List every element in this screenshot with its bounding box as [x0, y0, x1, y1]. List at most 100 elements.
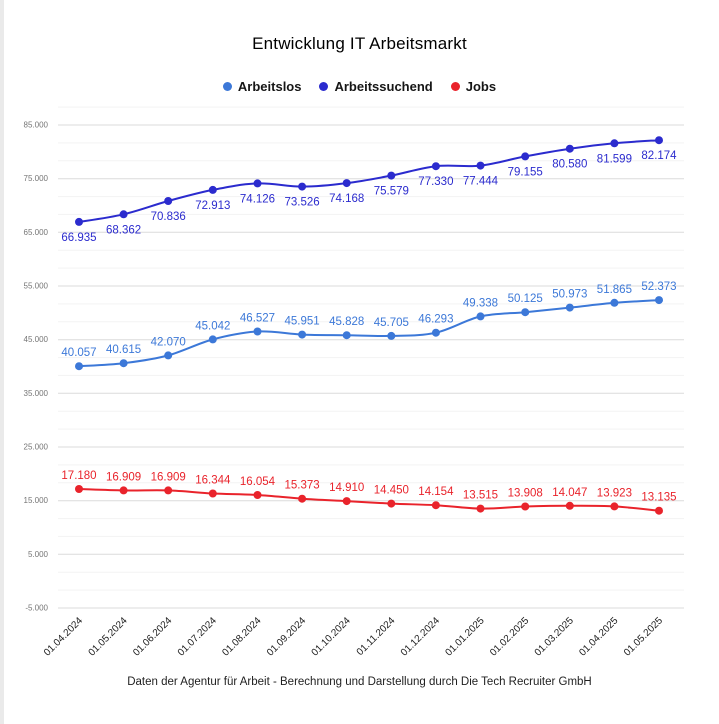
data-label-arbeitssuchend: 77.444	[463, 176, 499, 188]
data-point-arbeitslos[interactable]	[610, 298, 619, 307]
x-tick-label: 01.09.2024	[265, 615, 308, 658]
series-arbeitslos: 40.057 40.615 42.070 45.042 46.527 45.951 45.8…	[61, 281, 677, 371]
data-point-arbeitssuchend[interactable]	[431, 162, 440, 171]
data-label-arbeitssuchend: 74.168	[329, 193, 364, 205]
data-point-arbeitssuchend[interactable]	[476, 161, 485, 170]
data-label-arbeitslos: 52.373	[641, 281, 676, 293]
legend-label: Arbeitslos	[237, 79, 302, 94]
data-point-arbeitslos[interactable]	[521, 308, 530, 317]
legend-item-arbeitslos[interactable]: Arbeitslos	[222, 79, 302, 94]
data-label-arbeitslos: 49.338	[463, 297, 498, 309]
data-label-arbeitslos: 45.042	[195, 320, 230, 332]
data-point-jobs[interactable]	[75, 485, 83, 493]
x-tick-label: 01.05.2025	[622, 615, 665, 658]
x-tick-label: 01.07.2024	[176, 615, 219, 658]
data-label-arbeitslos: 45.951	[285, 316, 320, 328]
y-tick-label: 15.000	[24, 496, 49, 505]
x-tick-label: 01.04.2024	[42, 615, 85, 658]
x-tick-label: 01.02.2025	[488, 615, 531, 658]
data-point-arbeitslos[interactable]	[476, 312, 485, 321]
y-tick-label: -5.000	[25, 604, 48, 613]
data-label-arbeitssuchend: 74.126	[240, 193, 275, 205]
y-tick-label: 85.000	[24, 121, 49, 130]
data-label-jobs: 13.135	[641, 492, 676, 504]
data-point-arbeitssuchend[interactable]	[208, 185, 217, 194]
data-label-arbeitssuchend: 82.174	[641, 150, 677, 162]
y-tick-label: 75.000	[24, 174, 49, 183]
data-point-arbeitssuchend[interactable]	[253, 179, 262, 188]
data-label-arbeitslos: 46.293	[418, 314, 453, 326]
data-label-arbeitslos: 40.057	[61, 347, 96, 359]
x-tick-label: 01.11.2024	[355, 615, 398, 658]
data-label-jobs: 14.450	[374, 485, 409, 497]
data-point-arbeitslos[interactable]	[342, 331, 351, 340]
legend-label: Arbeitssuchend	[334, 79, 433, 94]
data-point-arbeitssuchend[interactable]	[75, 217, 83, 226]
x-tick-label: 01.08.2024	[220, 615, 263, 658]
data-point-arbeitssuchend[interactable]	[655, 136, 663, 145]
data-label-arbeitssuchend: 75.579	[374, 186, 409, 198]
x-tick-label: 01.10.2024	[310, 615, 353, 658]
legend-dot-icon	[450, 82, 460, 91]
data-point-arbeitslos[interactable]	[565, 303, 574, 312]
y-tick-label: 55.000	[24, 282, 49, 291]
data-point-arbeitssuchend[interactable]	[119, 210, 128, 219]
legend-item-arbeitssuchend[interactable]: Arbeitssuchend	[319, 79, 433, 94]
data-point-arbeitssuchend[interactable]	[164, 197, 173, 205]
data-label-jobs: 13.515	[463, 490, 498, 502]
data-label-arbeitssuchend: 80.580	[552, 159, 587, 171]
data-point-jobs[interactable]	[387, 499, 396, 508]
x-tick-label: 01.01.2025	[443, 615, 486, 658]
data-point-arbeitslos[interactable]	[253, 327, 262, 336]
x-tick-label: 01.04.2025	[577, 615, 620, 658]
data-point-arbeitslos[interactable]	[208, 335, 217, 344]
data-point-jobs[interactable]	[610, 502, 619, 511]
data-point-arbeitslos[interactable]	[75, 362, 83, 371]
legend-item-jobs[interactable]: Jobs	[450, 79, 496, 94]
data-point-arbeitslos[interactable]	[655, 296, 663, 305]
data-point-arbeitssuchend[interactable]	[387, 171, 396, 180]
data-label-jobs: 14.154	[418, 486, 454, 498]
data-point-arbeitssuchend[interactable]	[342, 179, 351, 188]
data-label-arbeitslos: 40.615	[106, 344, 141, 356]
data-point-arbeitssuchend[interactable]	[298, 182, 307, 191]
data-label-jobs: 14.047	[552, 487, 587, 499]
data-point-jobs[interactable]	[565, 501, 574, 510]
y-tick-label: 45.000	[24, 335, 49, 344]
data-point-arbeitslos[interactable]	[164, 351, 173, 360]
data-point-jobs[interactable]	[208, 489, 217, 498]
data-point-jobs[interactable]	[431, 501, 440, 510]
data-label-jobs: 14.910	[329, 482, 364, 494]
data-label-jobs: 13.908	[508, 488, 543, 500]
data-point-jobs[interactable]	[476, 504, 485, 513]
data-label-arbeitslos: 42.070	[151, 336, 186, 348]
data-point-arbeitslos[interactable]	[387, 331, 396, 340]
data-point-jobs[interactable]	[298, 494, 307, 503]
data-point-arbeitssuchend[interactable]	[521, 152, 530, 161]
data-point-jobs[interactable]	[521, 502, 530, 511]
data-label-arbeitslos: 45.828	[329, 316, 364, 328]
data-label-arbeitssuchend: 81.599	[597, 153, 632, 165]
data-point-jobs[interactable]	[342, 497, 351, 506]
data-point-jobs[interactable]	[655, 506, 663, 515]
x-tick-label: 01.05.2024	[87, 615, 130, 658]
data-point-jobs[interactable]	[253, 491, 262, 499]
data-point-arbeitslos[interactable]	[431, 328, 440, 337]
data-point-arbeitslos[interactable]	[119, 359, 128, 368]
data-point-arbeitslos[interactable]	[298, 330, 307, 339]
chart-legend: Arbeitslos Arbeitssuchend Jobs	[0, 79, 719, 94]
legend-dot-icon	[319, 82, 329, 91]
data-point-jobs[interactable]	[164, 486, 173, 495]
data-label-arbeitslos: 50.973	[552, 289, 587, 301]
data-label-arbeitssuchend: 73.526	[285, 197, 320, 209]
data-label-jobs: 13.923	[597, 487, 632, 499]
data-point-arbeitssuchend[interactable]	[610, 139, 619, 148]
gridlines	[58, 106, 684, 609]
data-point-jobs[interactable]	[119, 486, 128, 495]
data-label-arbeitssuchend: 77.330	[418, 176, 453, 188]
data-point-arbeitssuchend[interactable]	[565, 144, 574, 153]
data-label-arbeitssuchend: 70.836	[151, 211, 186, 223]
data-label-jobs: 15.373	[285, 480, 320, 492]
chart-title: Entwicklung IT Arbeitsmarkt	[252, 34, 467, 53]
